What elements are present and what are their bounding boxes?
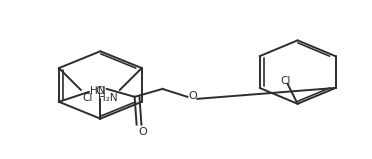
Text: HN: HN bbox=[90, 86, 105, 96]
Text: Cl: Cl bbox=[280, 76, 291, 86]
Text: O: O bbox=[188, 91, 197, 101]
Text: O: O bbox=[138, 127, 147, 137]
Text: Cl: Cl bbox=[83, 93, 93, 103]
Text: Cl: Cl bbox=[95, 86, 106, 96]
Text: H₂N: H₂N bbox=[98, 93, 118, 103]
